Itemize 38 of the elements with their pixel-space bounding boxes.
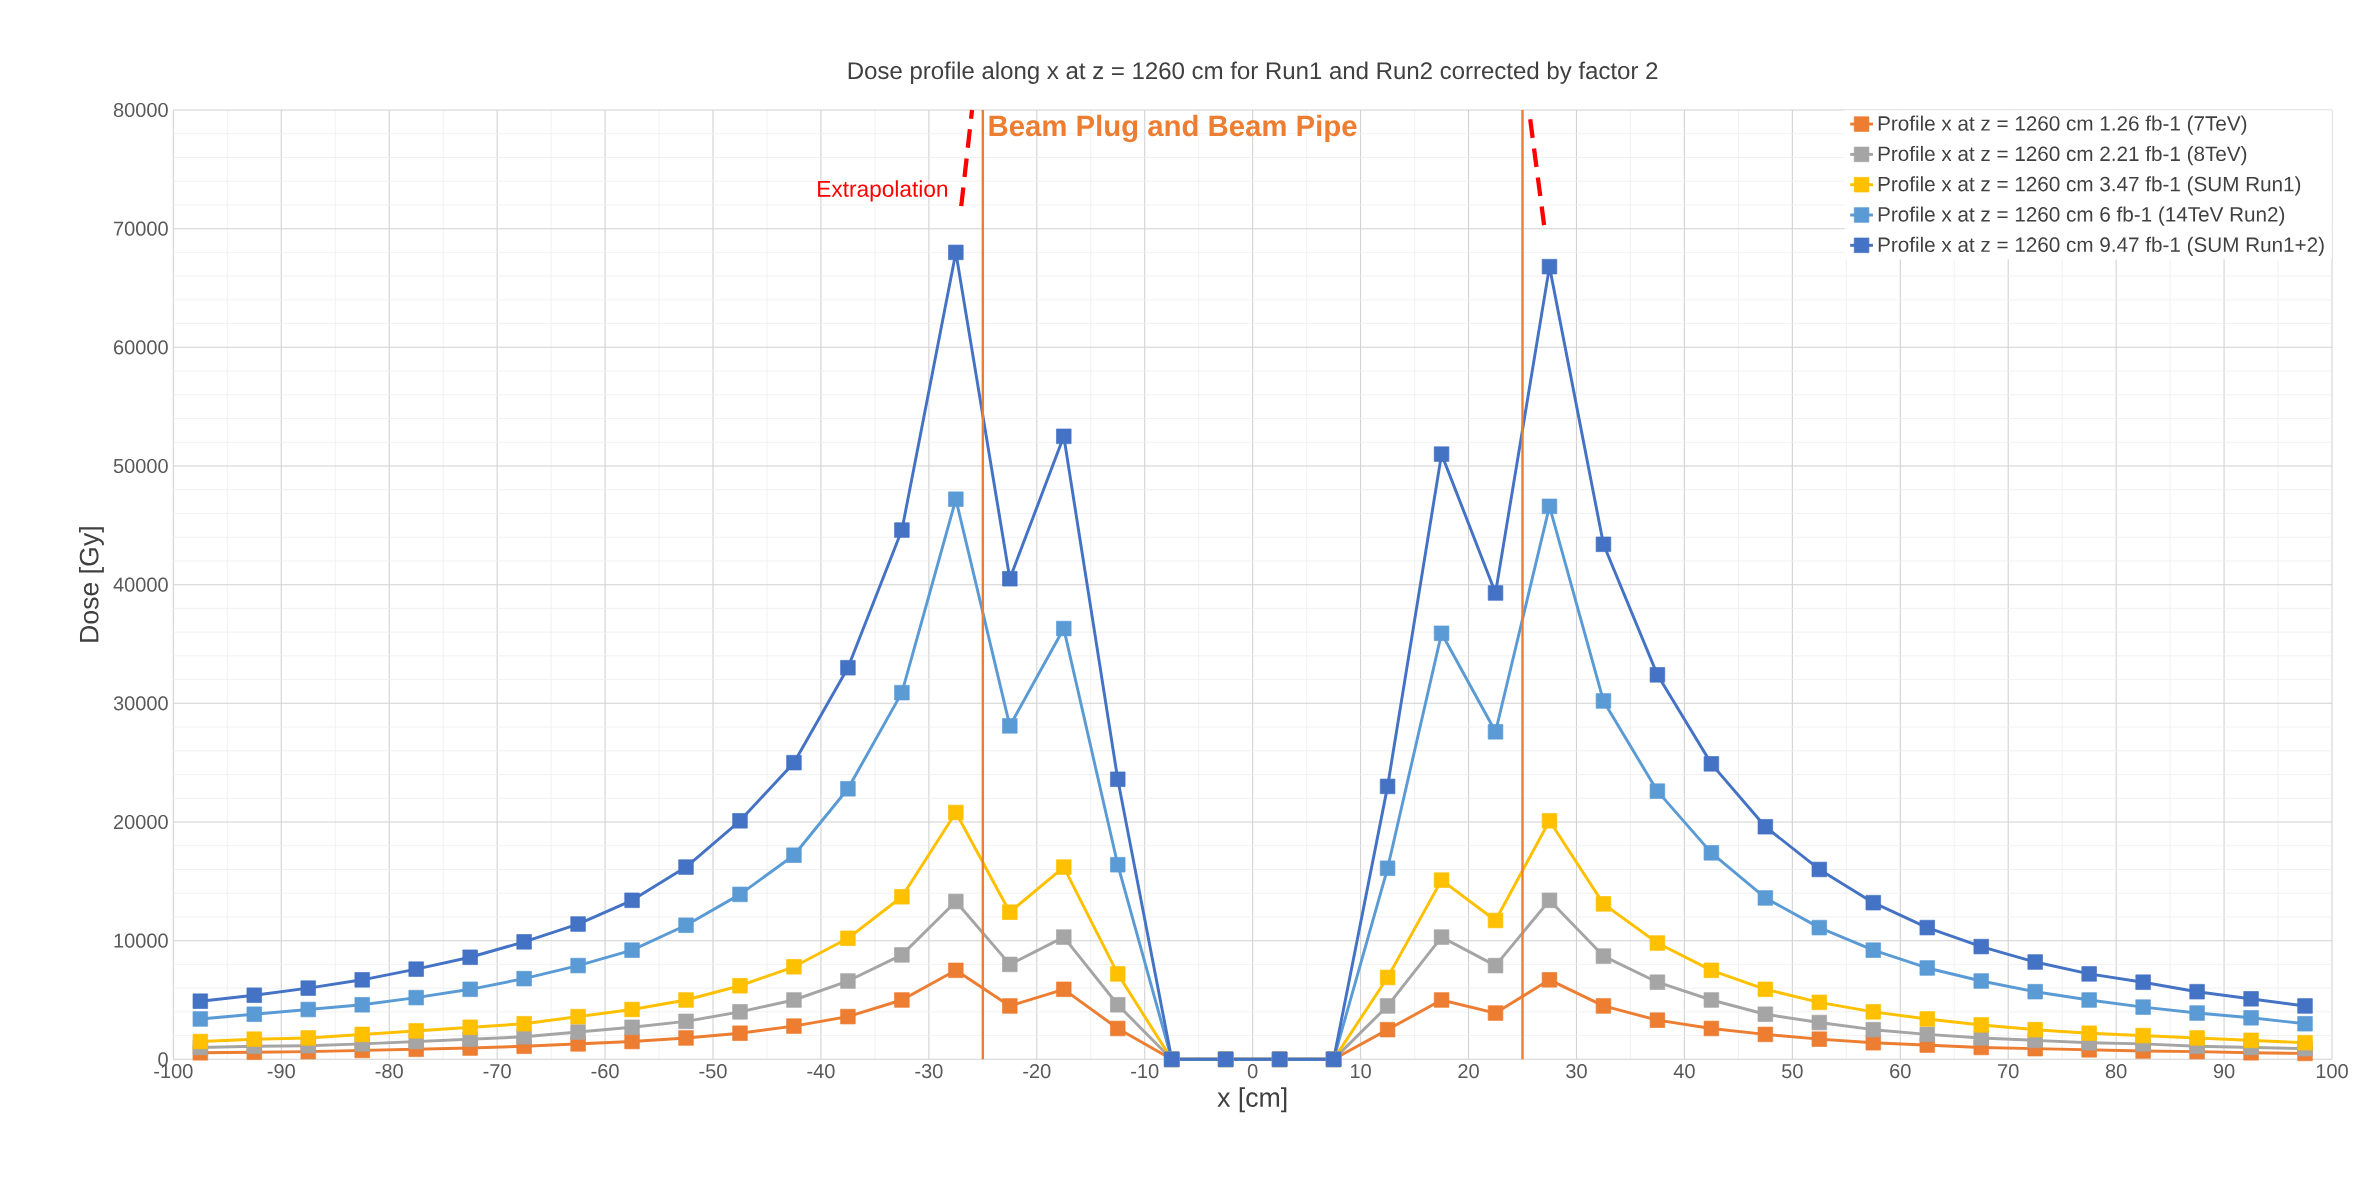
legend-label: Profile x at z = 1260 cm 1.26 fb-1 (7TeV)	[1878, 115, 2247, 135]
y-axis-title: Dose [Gy]	[79, 527, 104, 642]
x-tick-label: 50	[1782, 1064, 1803, 1079]
legend-label: Profile x at z = 1260 cm 2.21 fb-1 (8TeV)	[1878, 145, 2247, 166]
x-tick-label: 20	[1458, 1064, 1479, 1079]
x-tick-label: 100	[2316, 1064, 2348, 1079]
y-tick-label: 20000	[114, 814, 168, 830]
x-tick-label: -90	[267, 1064, 295, 1079]
x-tick-label: -70	[483, 1064, 511, 1079]
y-tick-label: 30000	[113, 696, 168, 711]
chart-title: Dose profile along x at z = 1260 cm for Run1 and Run2 corrected by factor 2	[848, 61, 1658, 84]
x-tick-label: 90	[2213, 1064, 2235, 1079]
x-tick-label: -30	[915, 1064, 943, 1079]
x-tick-label: 70	[1998, 1064, 2019, 1079]
x-tick-label: -50	[699, 1064, 727, 1079]
x-tick-label: 60	[1890, 1064, 1911, 1079]
y-tick-label: 40000	[113, 577, 168, 592]
x-tick-label: -40	[807, 1064, 835, 1079]
x-tick-label: -80	[375, 1064, 403, 1079]
y-tick-label: 70000	[114, 221, 168, 236]
x-tick-label: 10	[1351, 1064, 1371, 1079]
x-tick-label: 30	[1566, 1064, 1587, 1079]
legend-label: Profile x at z = 1260 cm 9.47 fb-1 (SUM Run1+2)	[1878, 236, 2324, 257]
ref-line-label: Beam Plug and Beam Pipe	[989, 114, 1357, 143]
x-tick-label: 80	[2105, 1064, 2127, 1079]
annotation: Extrapolation	[818, 180, 948, 202]
x-tick-label: -20	[1023, 1064, 1051, 1079]
y-tick-label: 80000	[113, 102, 168, 118]
y-tick-label: 50000	[113, 458, 168, 474]
x-tick-label: 40	[1673, 1064, 1695, 1079]
x-tick-label: 0	[1247, 1064, 1258, 1079]
legend-label: Profile x at z = 1260 cm 3.47 fb-1 (SUM Run1)	[1878, 176, 2301, 196]
legend-label: Profile x at z = 1260 cm 6 fb-1 (14TeV Run2)	[1878, 206, 2285, 226]
x-tick-label: -10	[1131, 1064, 1159, 1079]
y-tick-label: 10000	[114, 933, 168, 948]
x-tick-label: -60	[591, 1064, 619, 1079]
y-tick-label: 60000	[114, 340, 168, 355]
x-axis-title: x [cm]	[1217, 1087, 1287, 1113]
